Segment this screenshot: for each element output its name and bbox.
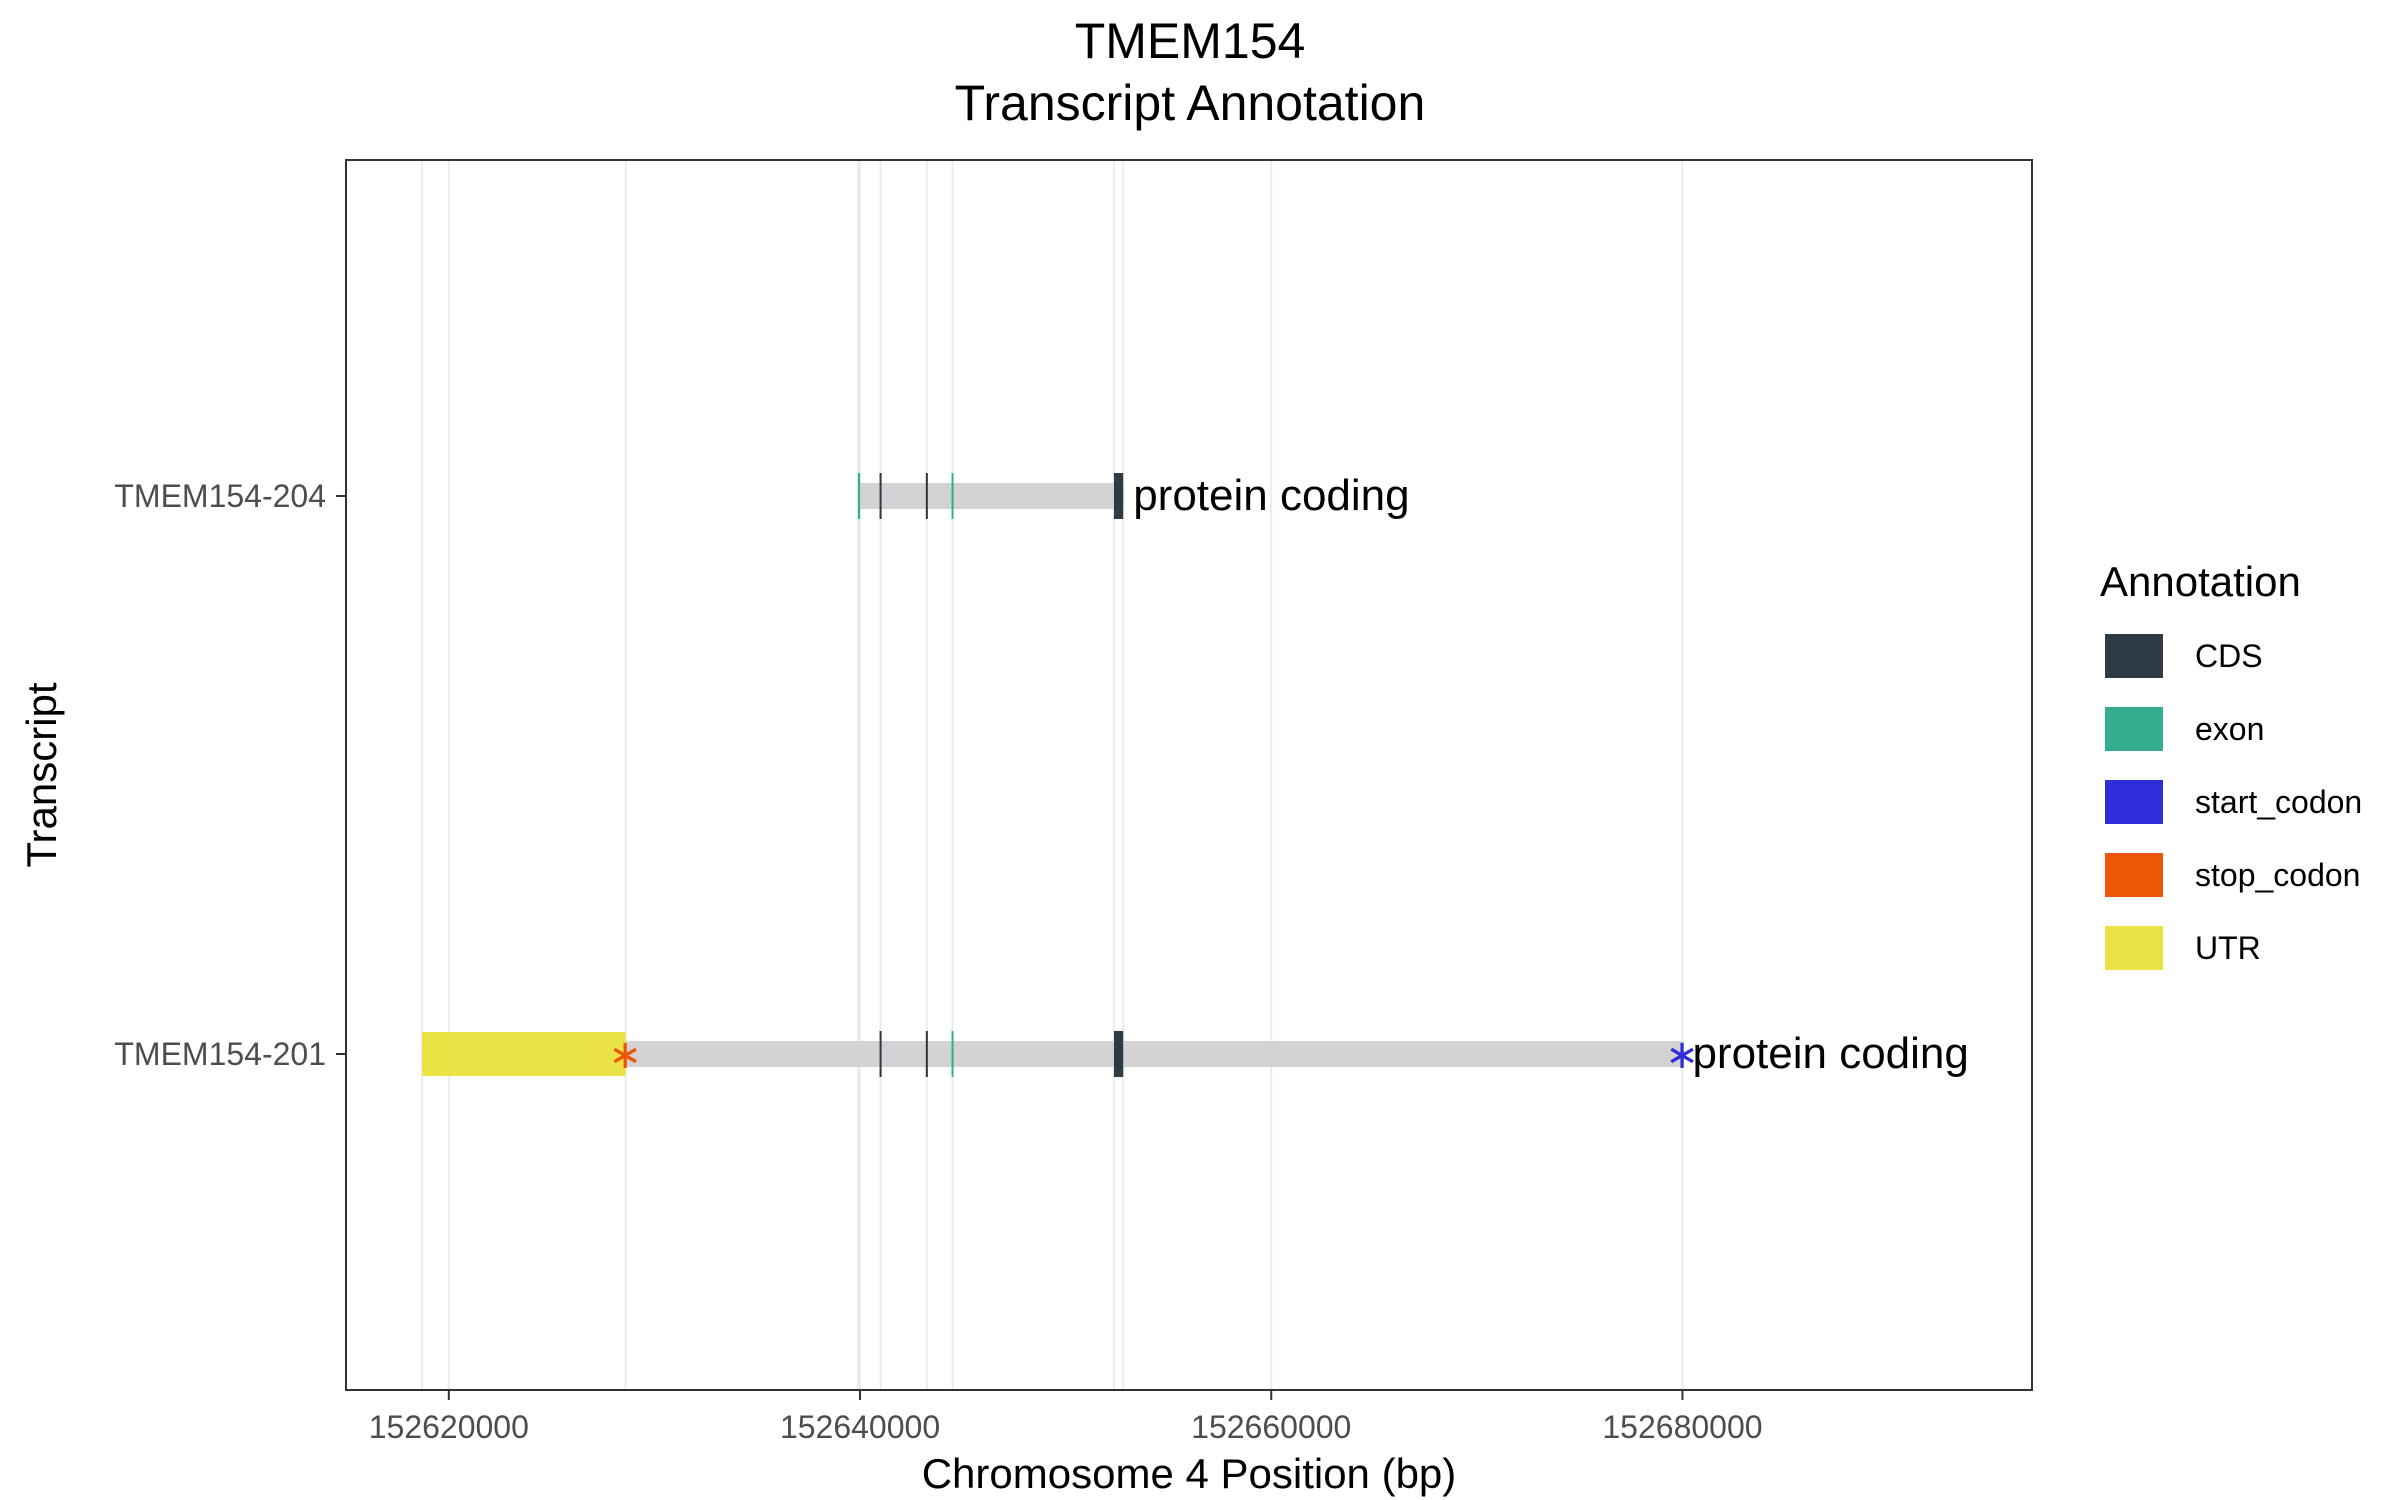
exon-block: [857, 473, 861, 519]
legend-title: Annotation: [2100, 558, 2301, 605]
exon-block: [951, 1031, 954, 1077]
legend-swatch: [2105, 853, 2163, 897]
legend-item: CDS: [2105, 634, 2263, 678]
cds-block: [1113, 1031, 1124, 1077]
legend-item: stop_codon: [2105, 853, 2360, 897]
cds-block: [1113, 473, 1124, 519]
legend-item: start_codon: [2105, 780, 2362, 824]
transcript-track: protein coding: [857, 471, 1410, 520]
legend-swatch: [2105, 707, 2163, 751]
legend-item: exon: [2105, 707, 2264, 751]
x-axis-title: Chromosome 4 Position (bp): [922, 1450, 1457, 1497]
transcript-biotype-label: protein coding: [1133, 471, 1409, 520]
utr-block: [422, 1032, 626, 1076]
stop-codon-marker: ∗: [608, 1033, 642, 1077]
x-tick-label: 152640000: [780, 1409, 940, 1445]
transcript-track: ∗ ∗protein coding: [422, 1029, 1969, 1078]
cds-block: [925, 1031, 928, 1077]
y-tick-label: TMEM154-201: [114, 1036, 326, 1072]
legend-label: start_codon: [2195, 784, 2362, 820]
exon-block: [951, 473, 954, 519]
legend-swatch: [2105, 926, 2163, 970]
y-axis-title: Transcript: [18, 682, 65, 867]
legend: Annotation CDS exon start_codon stop_codon U…: [2100, 558, 2362, 970]
transcript-biotype-label: protein coding: [1692, 1029, 1968, 1078]
y-tick-label: TMEM154-204: [114, 478, 326, 514]
y-axis: TMEM154-204 TMEM154-201: [114, 478, 346, 1072]
transcript-backbone: [857, 483, 1124, 509]
cds-block: [925, 473, 928, 519]
legend-label: stop_codon: [2195, 857, 2360, 893]
start-codon-marker: ∗: [1665, 1033, 1699, 1077]
legend-label: CDS: [2195, 638, 2263, 674]
legend-swatch: [2105, 634, 2163, 678]
x-tick-label: 152620000: [369, 1409, 529, 1445]
transcript-backbone: [422, 1041, 1683, 1067]
legend-label: UTR: [2195, 930, 2261, 966]
x-tick-label: 152680000: [1602, 1409, 1762, 1445]
plot-panel-border: [345, 159, 2033, 1391]
legend-label: exon: [2195, 711, 2264, 747]
chart-subtitle: Transcript Annotation: [955, 75, 1426, 131]
x-tick-label: 152660000: [1191, 1409, 1351, 1445]
cds-block: [879, 473, 882, 519]
cds-block: [879, 1031, 882, 1077]
chart-title: TMEM154: [1075, 13, 1306, 69]
transcript-marks: protein coding∗ ∗protein coding: [422, 471, 1969, 1078]
gridlines: [421, 160, 1684, 1390]
legend-item: UTR: [2105, 926, 2261, 970]
x-axis: 152620000 152640000 152660000 152680000: [369, 1390, 1763, 1445]
legend-swatch: [2105, 780, 2163, 824]
